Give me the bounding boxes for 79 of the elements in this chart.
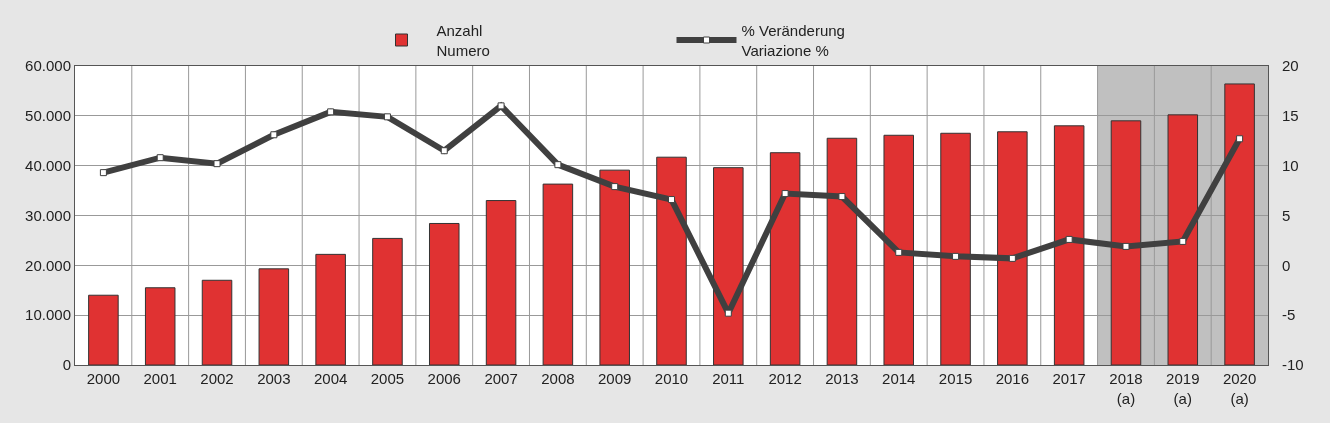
y2-tick-label: 10 xyxy=(1282,156,1299,174)
x-tick-label: 2008 xyxy=(541,370,575,387)
y-tick-label: 60.000 xyxy=(25,57,71,75)
x-tick-label: 2014 xyxy=(882,370,916,387)
bar xyxy=(542,183,574,365)
point xyxy=(554,161,562,169)
point xyxy=(156,154,164,162)
x-tick-label: 2003 xyxy=(257,370,291,387)
x-tick-label: 2011 xyxy=(712,370,745,387)
bar xyxy=(1167,114,1199,365)
bar xyxy=(656,156,687,365)
point xyxy=(895,248,903,256)
x-tick-label: 2015 xyxy=(938,370,973,387)
y2-tick-label: 5 xyxy=(1282,206,1291,224)
point xyxy=(440,147,448,155)
bar xyxy=(997,131,1028,365)
point xyxy=(1008,254,1016,262)
x-tick-label: 2007 xyxy=(484,370,518,387)
y-tick-label: 10.000 xyxy=(25,306,71,324)
point xyxy=(1236,135,1244,143)
x-tick-label: 2002 xyxy=(200,370,234,387)
point xyxy=(781,190,789,198)
bar xyxy=(315,253,346,365)
point xyxy=(952,252,960,260)
x-tick-label: 2013 xyxy=(825,370,859,387)
legend-label: Anzahl Numero xyxy=(436,22,490,59)
bar xyxy=(826,137,858,365)
bar xyxy=(1224,83,1255,365)
bar xyxy=(428,222,460,365)
point xyxy=(724,309,732,317)
point xyxy=(383,113,391,121)
bar xyxy=(1110,120,1142,365)
bar xyxy=(1053,125,1085,365)
point xyxy=(838,193,846,201)
point xyxy=(497,102,505,110)
x-tick-label: 2001 xyxy=(143,370,177,387)
point xyxy=(1122,242,1130,250)
x-tick-label: 2000 xyxy=(86,370,121,387)
x-tick-label: 2004 xyxy=(313,370,348,387)
bar xyxy=(88,294,119,365)
y2-tick-label: 0 xyxy=(1282,256,1291,274)
bar xyxy=(485,200,517,365)
x-tick-label: 2019 (a) xyxy=(1166,370,1200,407)
point xyxy=(327,108,335,116)
y2-tick-label: 15 xyxy=(1282,107,1299,125)
point xyxy=(611,183,619,191)
x-tick-label: 2020 (a) xyxy=(1222,370,1257,407)
y-tick-label: 20.000 xyxy=(25,256,71,274)
point xyxy=(270,131,278,139)
x-tick-label: 2012 xyxy=(768,370,802,387)
bar xyxy=(599,169,630,365)
x-tick-label: 2010 xyxy=(654,370,689,387)
bar xyxy=(769,152,801,365)
point xyxy=(213,160,221,168)
x-tick-label: 2009 xyxy=(598,370,632,387)
y2-tick-label: -5 xyxy=(1282,306,1296,324)
bar xyxy=(372,237,403,365)
bar xyxy=(201,279,233,365)
y-tick-label: 50.000 xyxy=(25,107,71,125)
x-tick-label: 2006 xyxy=(427,370,461,387)
legend-label: % Veränderung Variazione % xyxy=(741,22,845,59)
y-tick-label: 0 xyxy=(62,356,71,374)
bar xyxy=(883,134,915,365)
x-tick-label: 2018 (a) xyxy=(1109,370,1143,407)
point xyxy=(1065,235,1073,243)
y2-tick-label: -10 xyxy=(1282,356,1304,374)
bar xyxy=(144,287,176,365)
bar xyxy=(258,268,290,365)
y-tick-label: 30.000 xyxy=(25,206,71,224)
y-tick-label: 40.000 xyxy=(25,156,71,174)
y2-tick-label: 20 xyxy=(1282,57,1299,75)
point xyxy=(668,196,675,204)
point xyxy=(99,169,107,177)
x-tick-label: 2017 xyxy=(1052,370,1086,387)
bar xyxy=(713,167,744,365)
x-tick-label: 2005 xyxy=(370,370,405,387)
bar xyxy=(940,132,971,365)
point xyxy=(1179,237,1187,245)
x-tick-label: 2016 xyxy=(995,370,1030,387)
